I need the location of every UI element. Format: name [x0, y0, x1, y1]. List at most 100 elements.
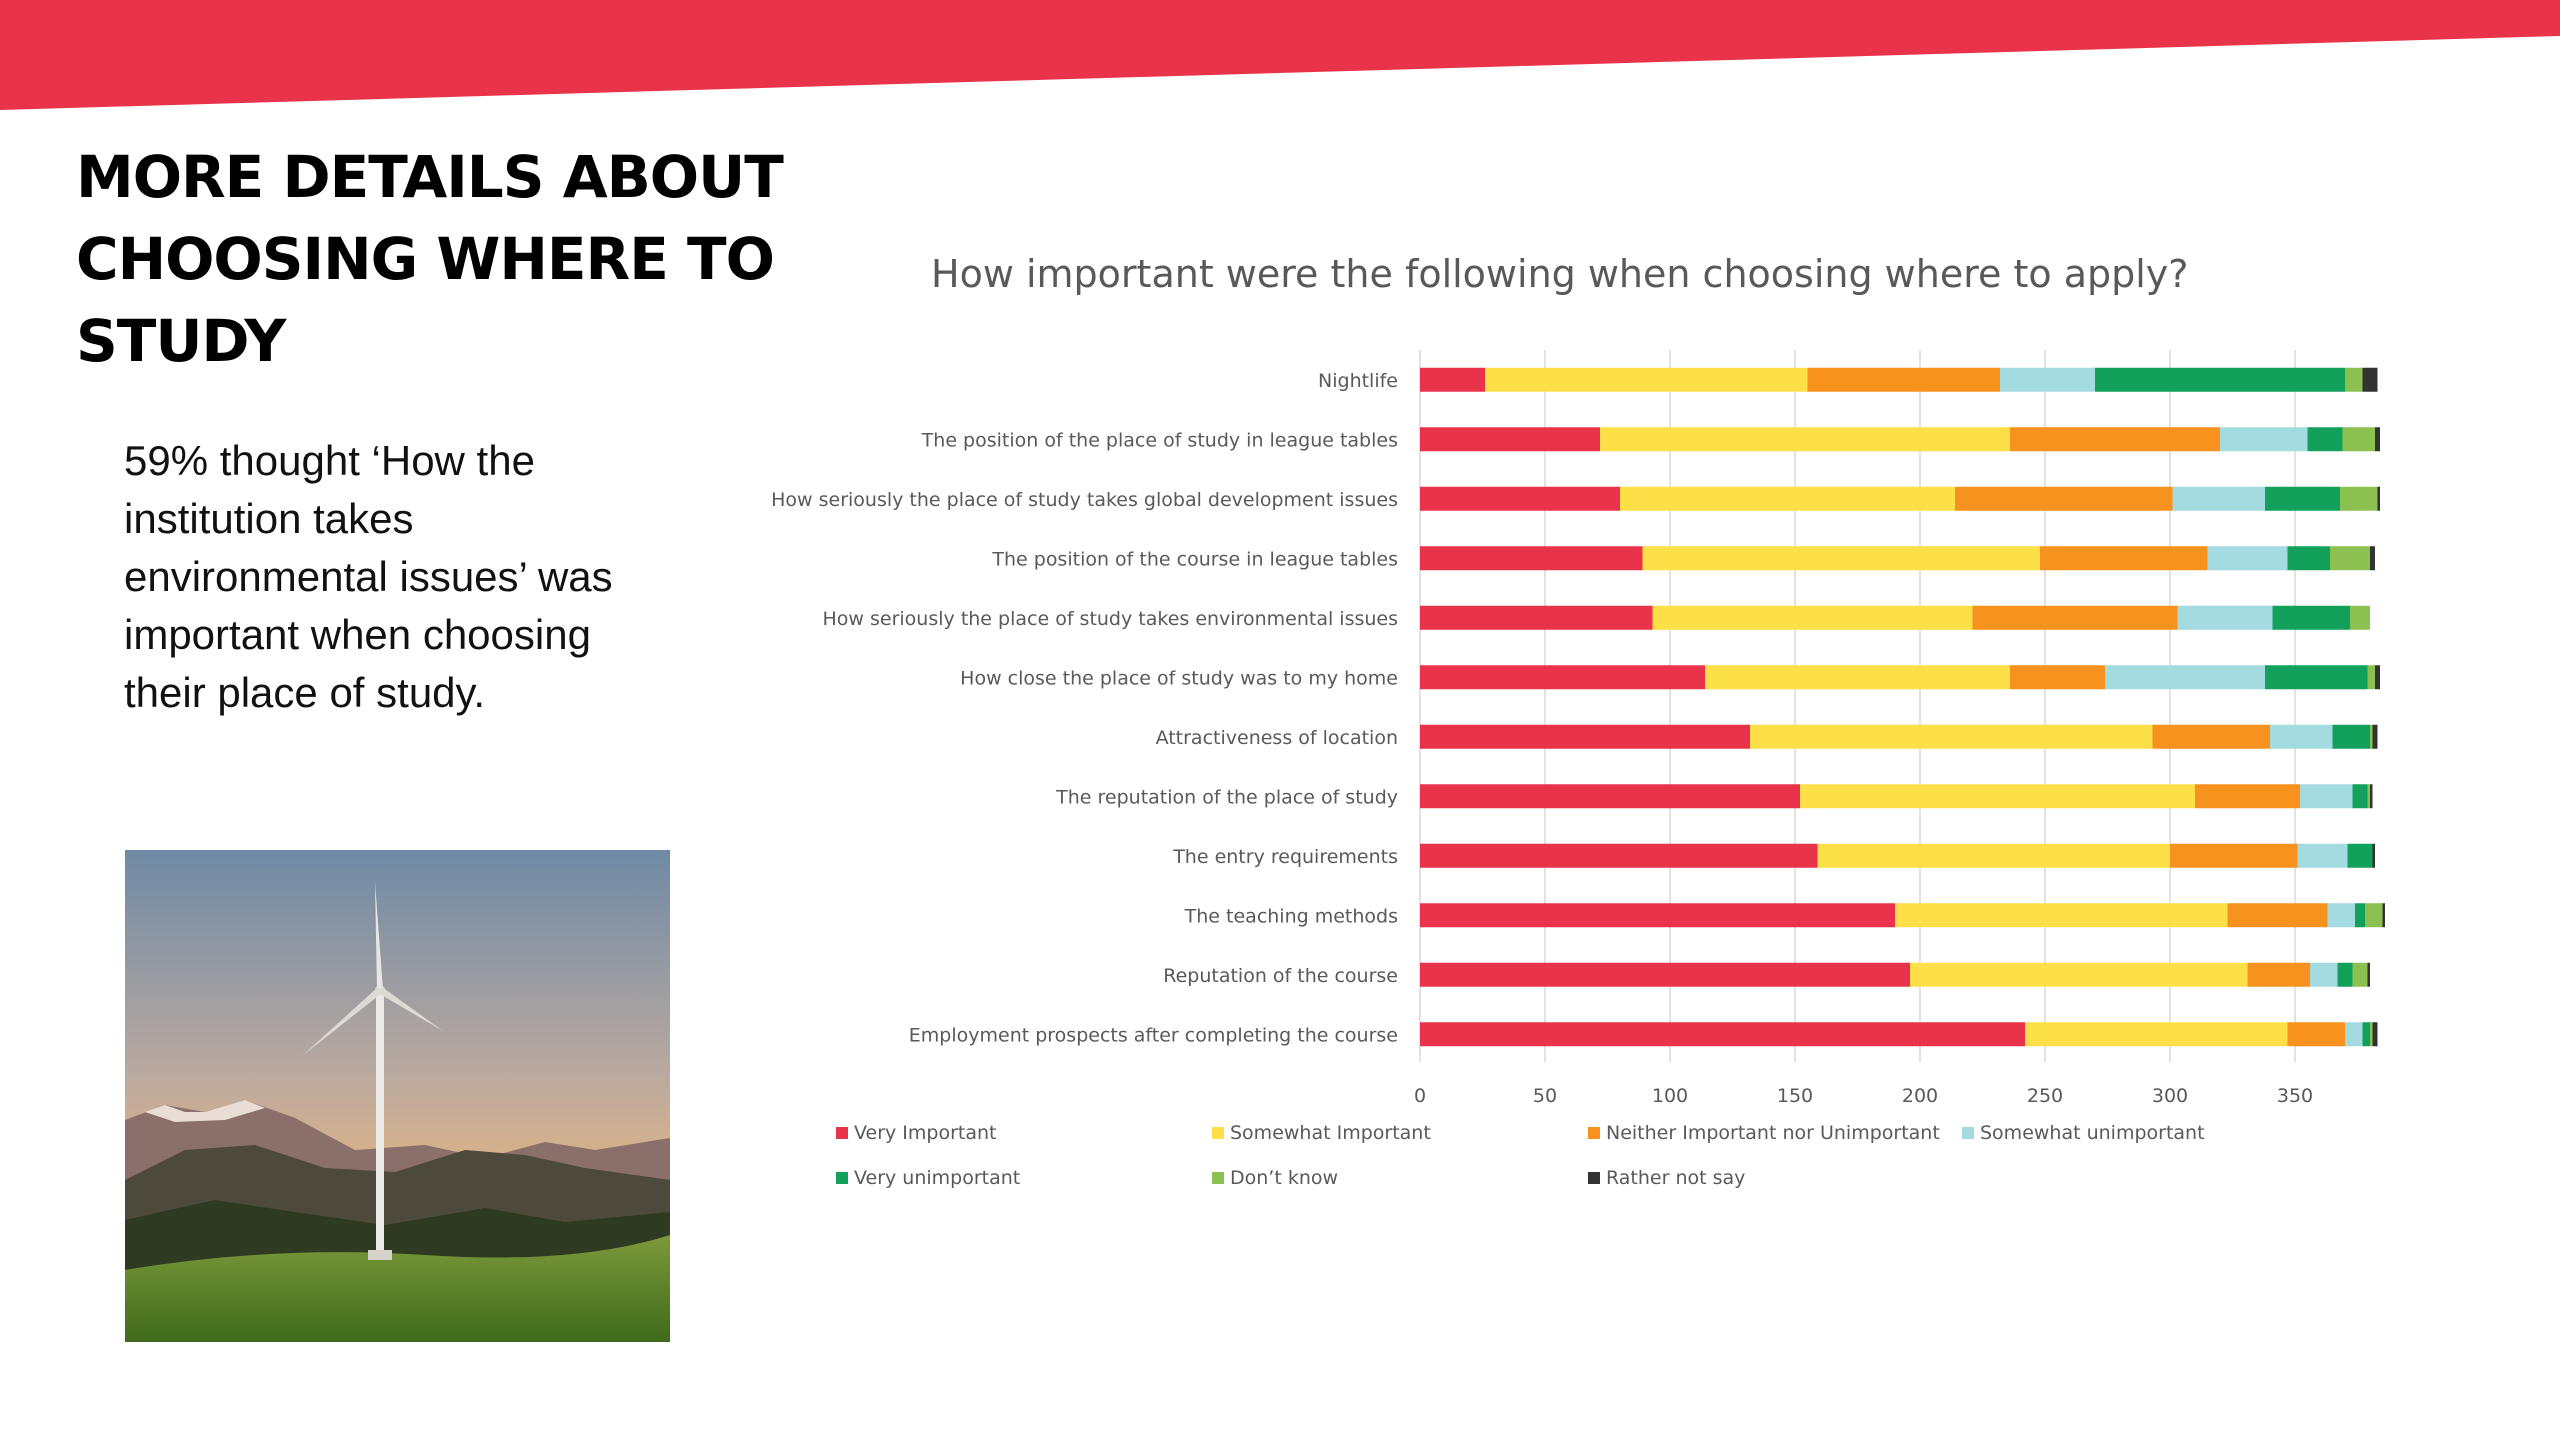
bar-segment: [2375, 427, 2380, 452]
bar-segment: [1955, 486, 2173, 511]
bar-segment: [2207, 546, 2288, 571]
bar-segment: [2152, 724, 2270, 749]
category-label: The teaching methods: [1184, 905, 1398, 927]
turbine-blade-right: [378, 987, 443, 1031]
stacked-bar-chart: Nightlife The position of the place of st…: [771, 350, 2385, 1189]
bar-segment: [2352, 784, 2368, 809]
bar-segment: [1420, 486, 1620, 511]
bar-segment: [1420, 903, 1895, 928]
photo-meadow: [125, 1235, 670, 1342]
bar-segment: [2337, 962, 2353, 987]
bar-segment: [1420, 784, 1800, 809]
bar-segment: [2372, 724, 2378, 749]
bar-segment: [1485, 367, 1808, 392]
x-tick-label: 150: [1777, 1085, 1813, 1107]
category-label: Attractiveness of location: [1156, 727, 1398, 749]
bar-segment: [2265, 665, 2368, 690]
bar-segment: [2332, 724, 2370, 749]
bar-segment: [2370, 1022, 2373, 1047]
bar-segment: [2170, 843, 2298, 868]
category-label: The position of the place of study in le…: [921, 429, 1398, 451]
bar-segment: [1420, 1022, 2025, 1047]
bar-segment: [2177, 605, 2273, 630]
bar-segment: [2272, 605, 2350, 630]
bar-segment: [2367, 665, 2375, 690]
bar-segment: [1420, 724, 1750, 749]
legend: Very Important Somewhat Important Neither …: [836, 1122, 2205, 1189]
bar-segment: [1817, 843, 2170, 868]
bar-segment: [2370, 724, 2373, 749]
category-label: The reputation of the place of study: [1055, 786, 1398, 808]
bar-segment: [1705, 665, 2010, 690]
bar-segment: [1895, 903, 2228, 928]
turbine-blade-up: [375, 882, 383, 990]
bar-segment: [2382, 903, 2385, 928]
bar-segment: [2270, 724, 2333, 749]
category-label: The entry requirements: [1172, 846, 1398, 868]
bar-segment: [2372, 843, 2375, 868]
accent-band-shape: [0, 0, 2560, 110]
bar-segment: [2350, 605, 2370, 630]
x-tick-label: 0: [1414, 1085, 1426, 1107]
bar-segment: [1420, 367, 1485, 392]
bar-segment: [2352, 962, 2368, 987]
bar-segment: [2367, 784, 2370, 809]
bar-segment: [2345, 367, 2363, 392]
legend-swatch: [1212, 1172, 1224, 1184]
x-tick-label: 100: [1652, 1085, 1688, 1107]
slide-body-text: 59% thought ‘How the institution takes e…: [124, 437, 613, 716]
bar-segment: [2287, 546, 2330, 571]
bar-segment: [2227, 903, 2328, 928]
bar-segment: [2307, 427, 2343, 452]
bars: [1420, 367, 2385, 1047]
x-tick-label: 50: [1533, 1085, 1557, 1107]
legend-label: Don’t know: [1230, 1167, 1338, 1189]
legend-label: Somewhat Important: [1230, 1122, 1431, 1144]
bar-segment: [2327, 903, 2355, 928]
category-label: Employment prospects after completing th…: [909, 1024, 1398, 1046]
bar-segment: [2355, 903, 2365, 928]
bar-segment: [2000, 367, 2095, 392]
legend-label: Rather not say: [1606, 1167, 1745, 1189]
category-label: How seriously the place of study takes g…: [771, 489, 1398, 511]
bar-segment: [1800, 784, 2195, 809]
category-labels: Nightlife The position of the place of st…: [771, 370, 1398, 1047]
x-tick-label: 300: [2152, 1085, 2188, 1107]
bar-segment: [2310, 962, 2338, 987]
top-accent-band: [0, 0, 2560, 110]
legend-swatch: [1962, 1127, 1974, 1139]
x-tick-label: 200: [1902, 1085, 1938, 1107]
bar-segment: [2265, 486, 2340, 511]
bar-segment: [1972, 605, 2178, 630]
bar-segment: [1642, 546, 2040, 571]
bar-segment: [2362, 1022, 2370, 1047]
bar-segment: [2220, 427, 2308, 452]
photo-snow-peaks: [145, 1100, 265, 1122]
turbine-blade-left: [302, 987, 382, 1056]
category-label: How seriously the place of study takes e…: [823, 608, 1398, 630]
slide-title: MORE DETAILS ABOUT CHOOSING WHERE TO STU…: [76, 143, 784, 375]
bar-segment: [2010, 427, 2220, 452]
bar-segment: [2370, 784, 2373, 809]
legend-swatch: [1588, 1127, 1600, 1139]
legend-swatch: [1212, 1127, 1224, 1139]
bar-segment: [2367, 962, 2370, 987]
bar-segment: [2300, 784, 2353, 809]
bar-segment: [2095, 367, 2345, 392]
bar-segment: [1420, 665, 1705, 690]
bar-segment: [1620, 486, 1955, 511]
bar-segment: [2375, 665, 2380, 690]
bar-segment: [2377, 486, 2380, 511]
bar-segment: [2345, 1022, 2363, 1047]
bar-segment: [1910, 962, 2248, 987]
bar-segment: [2330, 546, 2370, 571]
bar-segment: [2172, 486, 2265, 511]
legend-label: Somewhat unimportant: [1980, 1122, 2205, 1144]
x-tick-label: 350: [2277, 1085, 2313, 1107]
legend-swatch: [836, 1172, 848, 1184]
category-label: Nightlife: [1318, 370, 1398, 392]
category-label: The position of the course in league tab…: [991, 548, 1398, 570]
bar-segment: [2370, 546, 2375, 571]
wind-turbine-photo: [125, 850, 670, 1342]
bar-segment: [1600, 427, 2010, 452]
